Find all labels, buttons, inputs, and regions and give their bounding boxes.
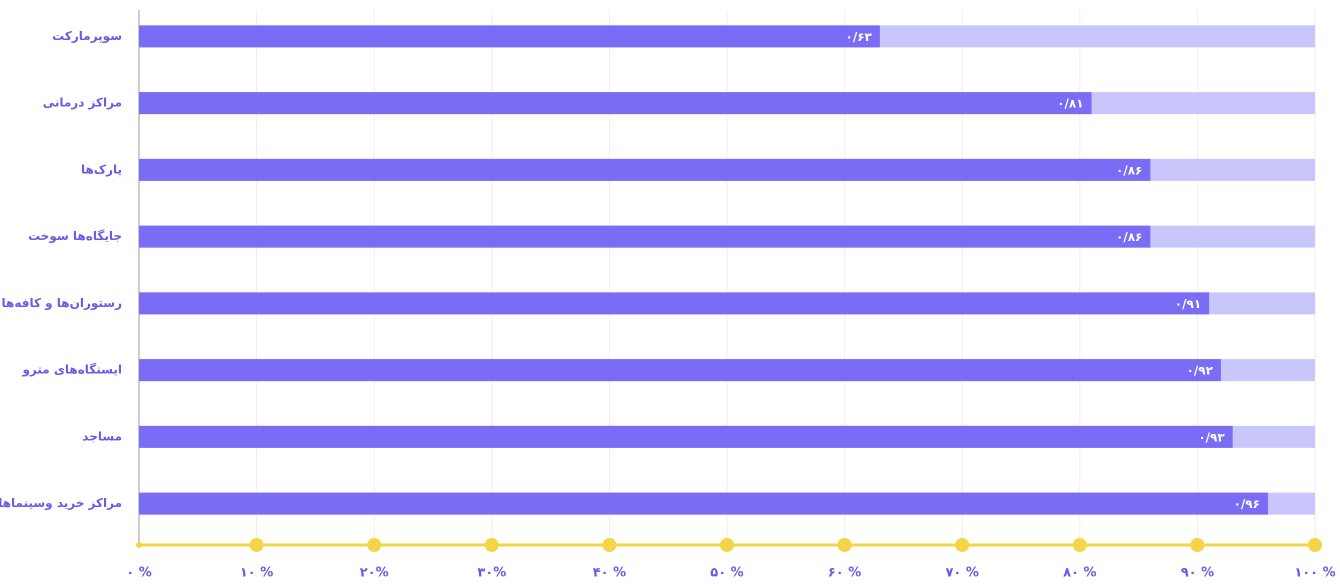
x-tick-label: ۸۰ %	[1063, 566, 1096, 581]
y-tick-label: سوپرمارکت	[52, 29, 122, 44]
tick-mark	[602, 538, 617, 552]
tick-mark	[955, 538, 970, 552]
tick-mark	[136, 542, 142, 548]
bar	[139, 225, 1151, 248]
bar	[139, 25, 880, 48]
x-tick-label: ۱۰۰ %	[1294, 566, 1335, 581]
y-tick-label: مراکز درمانی	[43, 96, 122, 110]
y-tick-label: مساجد	[82, 429, 122, 443]
y-tick-label: رستوران‌ها و کافه‌ها	[2, 296, 123, 311]
y-tick-label: پارک‌ها	[81, 162, 122, 176]
value-label: ۰/۹۳	[1198, 430, 1225, 444]
y-tick-label: جایگاه‌ها سوخت	[28, 229, 122, 244]
value-label: ۰/۸۶	[1116, 230, 1142, 244]
bar	[139, 292, 1210, 315]
tick-mark	[837, 538, 852, 552]
value-label: ۰/۸۱	[1057, 97, 1083, 111]
x-tick-label: ۱۰ %	[240, 566, 273, 581]
value-label: ۰/۹۶	[1234, 497, 1260, 511]
value-label: ۰/۸۶	[1116, 163, 1142, 177]
bar	[139, 359, 1221, 382]
tick-mark	[720, 538, 734, 552]
tick-mark	[1308, 538, 1322, 552]
x-tick-label: ۶۰ %	[828, 566, 861, 581]
tick-mark	[249, 538, 264, 552]
y-tick-label: مراکز خرید وسینماها	[0, 496, 122, 511]
x-tick-label: ۳۰%	[477, 566, 506, 581]
tick-mark	[484, 538, 499, 552]
y-tick-label: ایستگاه‌های مترو	[21, 363, 122, 378]
value-label: ۰/۶۳	[846, 30, 873, 44]
tick-mark	[367, 538, 382, 552]
x-tick-label: ۵۰ %	[710, 566, 743, 581]
x-tick-label: ۲۰%	[360, 566, 389, 581]
bar	[139, 425, 1233, 448]
x-tick-label: ۹۰ %	[1181, 566, 1214, 581]
x-tick-label: ۴۰ %	[593, 566, 626, 581]
tick-mark	[1072, 538, 1087, 552]
tick-mark	[1190, 538, 1205, 552]
bar	[139, 492, 1268, 515]
x-tick-label: ۰ %	[126, 566, 152, 581]
bar	[139, 158, 1151, 181]
bar	[139, 92, 1092, 115]
x-tick-label: ۷۰ %	[945, 566, 978, 581]
value-label: ۰/۹۱	[1175, 297, 1201, 311]
value-label: ۰/۹۲	[1187, 364, 1214, 378]
